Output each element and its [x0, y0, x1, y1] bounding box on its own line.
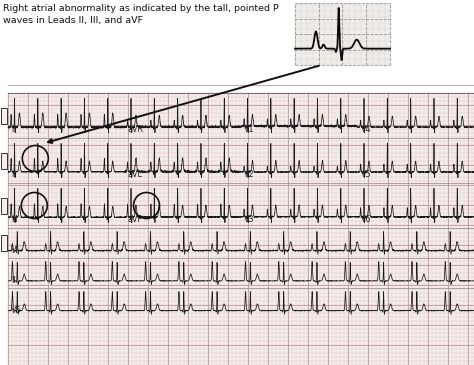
Text: aVR: aVR: [128, 125, 144, 134]
Bar: [1, 235, 7, 251]
Bar: [8, 93, 474, 365]
Bar: [295, 3, 390, 65]
Bar: [1, 153, 7, 169]
Bar: [1, 197, 7, 214]
Text: aVL: aVL: [128, 170, 142, 179]
Text: II: II: [11, 276, 16, 285]
Text: V5: V5: [361, 170, 371, 179]
Bar: [1, 108, 7, 123]
Text: V6: V6: [361, 215, 371, 224]
Text: V5: V5: [11, 306, 22, 315]
Text: III: III: [11, 215, 18, 224]
Text: aVF: aVF: [128, 215, 143, 224]
Text: II: II: [11, 170, 16, 179]
Text: Right atrial abnormality as indicated by the tall, pointed P
waves in Leads II, : Right atrial abnormality as indicated by…: [3, 4, 279, 26]
Text: V4: V4: [361, 125, 371, 134]
Text: V1: V1: [244, 125, 255, 134]
Text: I: I: [11, 125, 13, 134]
Text: V3: V3: [244, 215, 255, 224]
Text: V2: V2: [244, 170, 255, 179]
Text: VI: VI: [11, 246, 19, 255]
